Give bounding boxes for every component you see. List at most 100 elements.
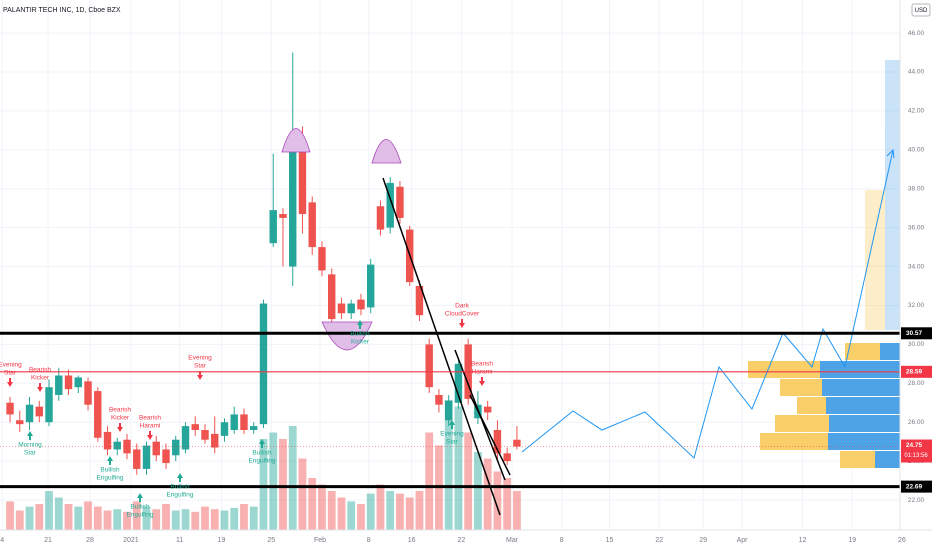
- pattern-label: Morning: [18, 442, 42, 449]
- volume-bar: [279, 439, 287, 530]
- volume-bar: [357, 504, 365, 530]
- volume-bar: [366, 493, 375, 530]
- volume-bar: [464, 432, 473, 530]
- x-tick-label: 25: [267, 537, 275, 544]
- x-tick-label: 19: [848, 537, 856, 544]
- candle-body: [347, 303, 355, 314]
- volume-bar: [405, 497, 414, 530]
- candle-body: [328, 274, 336, 320]
- time-axis: [0, 530, 932, 550]
- candle-body: [103, 431, 112, 450]
- volume-bar: [15, 510, 24, 530]
- volume-bar: [84, 501, 92, 530]
- volume-bar: [327, 491, 336, 530]
- x-tick-label: Feb: [314, 537, 326, 544]
- pattern-label: Engulfing: [126, 512, 153, 519]
- candle-body: [133, 449, 141, 469]
- x-tick-label: Mar: [506, 537, 519, 544]
- pattern-label: Dark: [455, 303, 469, 310]
- pattern-label: Star: [24, 450, 37, 457]
- currency-box[interactable]: [911, 3, 931, 17]
- volume-bar: [171, 510, 180, 530]
- pattern-label: Evening: [0, 362, 22, 369]
- chart-title: PALANTIR TECH INC, 1D, Cboe BZX: [3, 7, 121, 14]
- volume-bar: [6, 501, 14, 530]
- pattern-label: Harami: [472, 369, 493, 376]
- candle-body: [162, 449, 170, 464]
- pattern-arrow: [177, 473, 183, 482]
- volume-bar: [240, 504, 248, 530]
- pattern-arrow: [137, 493, 143, 502]
- candle-body: [64, 375, 73, 390]
- x-tick-label: 16: [408, 537, 416, 544]
- pattern-label: Kicker: [111, 415, 130, 422]
- last-price-label: 24.75: [906, 442, 923, 449]
- volume-bar: [93, 506, 102, 530]
- candle-body: [289, 151, 297, 267]
- y-tick-label: 30.00: [908, 341, 925, 348]
- candle-body: [152, 441, 160, 456]
- pattern-label: Bullish: [130, 504, 150, 511]
- candle-body: [493, 429, 502, 454]
- volume-bar: [513, 491, 521, 530]
- y-tick-label: 28.00: [908, 380, 925, 387]
- pattern-arrow: [197, 371, 203, 380]
- volume-bar: [454, 406, 463, 530]
- candle-body: [172, 439, 180, 456]
- pattern-arrow: [479, 377, 485, 386]
- candle-body: [220, 422, 229, 436]
- y-tick-label: 40.00: [908, 147, 925, 154]
- volume-bar: [64, 504, 73, 530]
- volume-bar: [191, 511, 200, 530]
- candle-body: [6, 402, 14, 415]
- pattern-label: Engulfing: [248, 458, 275, 465]
- volume-bar: [103, 510, 112, 530]
- pattern-label: Star: [446, 439, 459, 446]
- candle-body: [318, 247, 326, 271]
- candle-body: [113, 441, 121, 450]
- volume-bar: [249, 506, 258, 530]
- pattern-label: Bearish: [471, 361, 493, 368]
- volume-bar: [298, 458, 307, 530]
- pattern-arrow: [117, 423, 123, 432]
- volume-bar: [259, 439, 268, 530]
- candle-body: [55, 375, 63, 395]
- pattern-arrow: [259, 439, 265, 448]
- pattern-label: Kicker: [31, 375, 50, 382]
- x-tick-label: Apr: [737, 537, 749, 544]
- price-tag: [901, 327, 932, 340]
- volume-bar: [425, 432, 434, 530]
- candle-body: [211, 433, 219, 448]
- x-tick-label: 22: [655, 537, 663, 544]
- candle-body: [142, 445, 151, 469]
- pattern-label: Engulfing: [96, 475, 123, 482]
- volume-bar: [113, 509, 122, 530]
- volume-bar: [396, 493, 404, 530]
- volume-bar: [152, 509, 161, 530]
- y-tick-label: 36.00: [908, 224, 925, 231]
- pattern-label: Kicker: [351, 339, 370, 346]
- candle-body: [366, 264, 375, 308]
- pattern-label: Bullish: [170, 484, 190, 491]
- y-tick-label: 22.00: [908, 497, 925, 504]
- volume-bar: [288, 426, 297, 530]
- candle-body: [435, 394, 443, 405]
- pattern-arrow: [459, 319, 465, 328]
- candle-body: [84, 381, 92, 405]
- x-tick-label: 8: [367, 537, 371, 544]
- y-tick-label: 42.00: [908, 108, 925, 115]
- y-tick-label: 34.00: [908, 263, 925, 270]
- volume-bar: [376, 484, 385, 530]
- candle-body: [396, 186, 404, 218]
- candle-body: [25, 404, 34, 423]
- pattern-label: Harami: [140, 423, 161, 430]
- pattern-label: Evening: [188, 355, 212, 362]
- volume-bar: [493, 471, 502, 530]
- price-tag: [901, 365, 932, 378]
- candle-body: [425, 344, 433, 388]
- price-tag-label: 28.59: [906, 369, 923, 376]
- volume-bar: [269, 432, 278, 530]
- candle-body: [279, 214, 287, 218]
